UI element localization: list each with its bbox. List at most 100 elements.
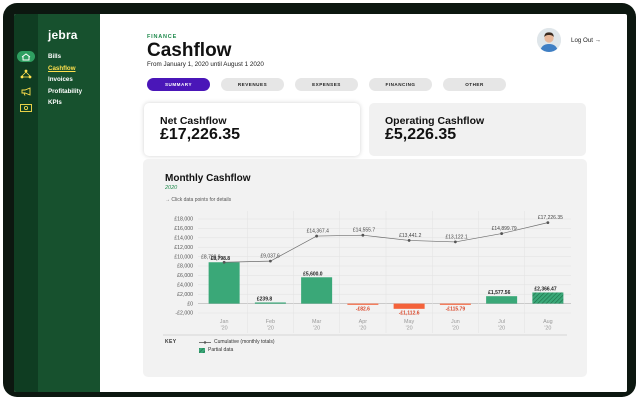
- tab-expenses[interactable]: EXPENSES: [295, 78, 358, 91]
- cumulative-line-icon: [199, 340, 211, 344]
- x-tick-year: '20: [267, 326, 274, 332]
- y-tick-label: £16,000: [174, 226, 193, 232]
- bar-value-label: -£82.6: [356, 306, 370, 312]
- cumulative-point[interactable]: [500, 232, 504, 235]
- cumulative-point[interactable]: [222, 260, 226, 264]
- sidebar-item-profitability[interactable]: Profitability: [48, 87, 83, 95]
- bar[interactable]: [254, 302, 286, 304]
- cumulative-value-label: £14,555.7: [353, 228, 375, 234]
- x-tick-label: Feb: [266, 319, 275, 325]
- x-tick-label: Apr: [359, 319, 368, 325]
- operating-cashflow-value: £5,226.35: [385, 126, 457, 143]
- y-tick-label: -£2,000: [175, 311, 193, 317]
- x-tick-year: '20: [359, 326, 366, 332]
- cumulative-point[interactable]: [407, 239, 411, 242]
- x-tick-year: '20: [221, 326, 228, 332]
- chart-title: Monthly Cashflow: [165, 173, 251, 184]
- key-title: KEY: [165, 339, 177, 345]
- tab-bar: SUMMARY REVENUES EXPENSES FINANCING OTHE…: [147, 78, 517, 91]
- bar[interactable]: [208, 262, 240, 304]
- x-tick-year: '20: [498, 326, 505, 332]
- cumulative-point[interactable]: [546, 221, 550, 225]
- x-tick-year: '20: [313, 326, 320, 332]
- cumulative-value-label: £9,037.6: [260, 254, 280, 260]
- bar[interactable]: [532, 292, 564, 304]
- cash-icon[interactable]: [18, 102, 34, 114]
- sidebar-item-invoices[interactable]: Invoices: [48, 76, 73, 83]
- y-tick-label: £18,000: [174, 217, 193, 223]
- date-range: From January 1, 2020 until August 1 2020: [147, 61, 264, 68]
- bar-value-label: £2,366.47: [534, 286, 556, 292]
- y-tick-label: £2,000: [177, 292, 193, 298]
- bar[interactable]: [347, 303, 379, 305]
- tab-financing[interactable]: FINANCING: [369, 78, 432, 91]
- bar[interactable]: [393, 303, 425, 309]
- bar-value-label: -£1,112.6: [399, 310, 420, 316]
- y-tick-label: £8,000: [177, 264, 193, 270]
- cumulative-value-label: £13,122.1: [445, 234, 467, 240]
- bar[interactable]: [486, 296, 518, 304]
- net-cashflow-value: £17,226.35: [160, 126, 241, 143]
- cumulative-value-label: £13,441.2: [399, 233, 421, 239]
- operating-cashflow-card[interactable]: Operating Cashflow £5,226.35: [369, 103, 586, 156]
- logout-link[interactable]: Log Out →: [571, 36, 601, 44]
- sidebar-nav: Bills Cashflow Invoices Profitability KP…: [48, 51, 82, 109]
- bar-value-label: £8,798.8: [211, 256, 231, 262]
- x-tick-label: May: [404, 319, 414, 325]
- monthly-cashflow-chart: -£2,000 £0 £2,000 £4,000 £6,000 £8,000 £10,000…: [163, 211, 571, 336]
- tab-revenues[interactable]: REVENUES: [221, 78, 284, 91]
- x-tick-label: Jul: [498, 319, 505, 325]
- key-partial-label: Partial data: [208, 347, 234, 353]
- cumulative-value-label: £14,899.79: [492, 226, 517, 232]
- key-cumulative-label: Cumulative (monthly totals): [214, 339, 275, 345]
- y-tick-label: £6,000: [177, 273, 193, 279]
- y-tick-label: £4,000: [177, 283, 193, 289]
- y-tick-label: £12,000: [174, 245, 193, 251]
- sidebar: jebra Bills Cashflow Invoices Profitabil…: [38, 14, 100, 392]
- home-icon[interactable]: [17, 51, 35, 62]
- hierarchy-icon[interactable]: [18, 68, 34, 80]
- cumulative-value-label: £8,798.8: [201, 255, 221, 261]
- sidebar-item-bills[interactable]: Bills: [48, 53, 62, 60]
- section-eyebrow: FINANCE: [147, 34, 178, 40]
- x-tick-label: Mar: [312, 319, 321, 325]
- x-tick-year: '20: [452, 326, 459, 332]
- avatar[interactable]: [537, 28, 561, 52]
- cumulative-point[interactable]: [268, 259, 272, 263]
- cumulative-value-label: £14,367.4: [307, 229, 329, 235]
- cumulative-point[interactable]: [453, 240, 457, 244]
- chart-hint: → Click data points for details: [165, 197, 232, 203]
- sidebar-item-cashflow[interactable]: Cashflow: [48, 64, 76, 72]
- bar-value-label: £1,577.56: [488, 290, 510, 296]
- partial-data-icon: [199, 347, 205, 353]
- brand-logo[interactable]: jebra: [48, 28, 78, 42]
- sidebar-item-kpis[interactable]: KPIs: [48, 99, 62, 106]
- tab-summary[interactable]: SUMMARY: [147, 78, 210, 91]
- cumulative-line: [224, 222, 548, 263]
- net-cashflow-label: Net Cashflow: [160, 115, 227, 127]
- page-title: Cashflow: [147, 40, 232, 61]
- y-tick-label: £14,000: [174, 236, 193, 242]
- chart-year: 2020: [165, 185, 178, 191]
- main-content: FINANCE Cashflow From January 1, 2020 un…: [100, 14, 627, 392]
- bar[interactable]: [301, 277, 333, 304]
- x-tick-label: Jan: [220, 319, 229, 325]
- cumulative-point[interactable]: [361, 233, 365, 237]
- device-frame: jebra Bills Cashflow Invoices Profitabil…: [3, 3, 636, 397]
- monthly-cashflow-panel: -£2,000 £0 £2,000 £4,000 £6,000 £8,000 £10,000…: [143, 159, 587, 377]
- tab-other[interactable]: OTHER: [443, 78, 506, 91]
- operating-cashflow-label: Operating Cashflow: [385, 115, 485, 127]
- bar-value-label: -£115.79: [446, 306, 466, 312]
- x-tick-year: '20: [544, 326, 551, 332]
- key-row-cumulative: Cumulative (monthly totals): [199, 339, 275, 345]
- x-tick-label: Jun: [451, 319, 460, 325]
- icon-bar: [14, 14, 38, 392]
- net-cashflow-card[interactable]: Net Cashflow £17,226.35: [144, 103, 360, 156]
- megaphone-icon[interactable]: [18, 85, 34, 97]
- user-menu: Log Out →: [537, 28, 601, 52]
- bar[interactable]: [439, 303, 471, 305]
- y-tick-label: £0: [187, 301, 193, 307]
- x-tick-label: Aug: [543, 319, 553, 325]
- cumulative-point[interactable]: [315, 234, 319, 238]
